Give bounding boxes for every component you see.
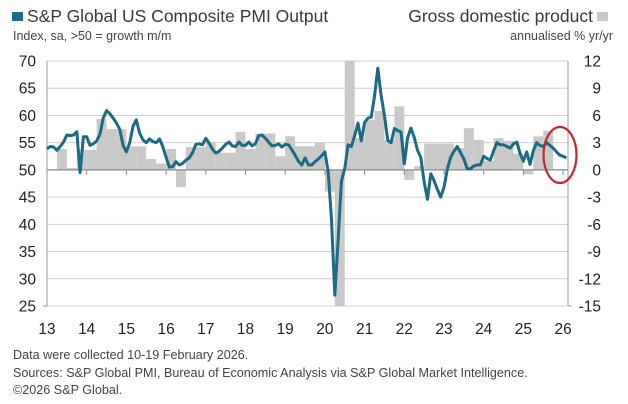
gdp-bar	[434, 143, 444, 170]
gdp-bar	[533, 136, 544, 170]
left-axis-tick-label: 55	[19, 135, 36, 152]
x-axis-tick-label: 17	[197, 321, 214, 338]
x-axis-tick-label: 26	[554, 321, 571, 338]
right-axis-tick-label: 0	[592, 162, 601, 179]
left-axis-tick-label: 50	[19, 162, 37, 179]
gdp-bar	[364, 119, 375, 170]
gdp-bar	[473, 139, 484, 170]
gdp-bar	[404, 169, 415, 180]
gdp-bar	[503, 140, 514, 170]
left-axis-tick-label: 40	[19, 217, 37, 234]
x-axis-tick-label: 14	[78, 321, 96, 338]
gdp-bar	[285, 136, 296, 170]
x-axis-tick-label: 16	[157, 321, 174, 338]
gdp-bar	[225, 152, 236, 170]
gdp-bar	[235, 131, 246, 170]
gdp-bar	[205, 141, 216, 170]
gdp-bar	[86, 149, 97, 170]
gdp-bar	[483, 160, 494, 170]
gdp-bar	[156, 163, 167, 170]
left-axis-tick-label: 65	[19, 81, 36, 98]
gdp-bar	[215, 152, 226, 170]
right-axis-tick-label: -12	[579, 271, 601, 288]
gdp-bar	[166, 149, 177, 170]
x-axis-tick-label: 20	[316, 321, 334, 338]
x-axis-tick-label: 18	[237, 321, 254, 338]
right-subtitle: annualised % yr/yr	[510, 29, 613, 43]
gdp-bar	[126, 146, 137, 170]
footer-copyright: ©2026 S&P Global.	[13, 383, 123, 397]
left-title: S&P Global US Composite PMI Output	[27, 6, 329, 26]
left-axis-tick-label: 25	[19, 299, 36, 316]
gdp-legend-swatch	[597, 12, 608, 21]
gdp-bar	[66, 168, 77, 170]
x-axis-tick-label: 25	[515, 321, 532, 338]
gdp-bar	[275, 156, 286, 170]
right-axis-tick-label: 12	[584, 54, 601, 71]
gdp-bar	[444, 143, 454, 170]
right-axis-tick-label: -9	[587, 244, 601, 261]
gdp-bar	[116, 129, 127, 170]
gdp-bar	[424, 143, 435, 170]
right-axis-tick-label: -3	[587, 190, 601, 207]
gdp-bar	[493, 138, 504, 170]
footer-collection-note: Data were collected 10-19 February 2026.	[13, 348, 249, 362]
gdp-bar	[344, 61, 355, 170]
x-axis-tick-label: 24	[475, 321, 493, 338]
footer-sources: Sources: S&P Global PMI, Bureau of Econo…	[13, 366, 528, 380]
gdp-bar	[414, 166, 425, 170]
right-axis-tick-label: 3	[592, 135, 601, 152]
left-axis-tick-label: 70	[19, 54, 37, 71]
gdp-bar	[265, 133, 276, 170]
right-axis-tick-label: -15	[579, 299, 601, 316]
gdp-bar	[245, 149, 256, 170]
right-axis-tick-label: 6	[592, 108, 601, 125]
gdp-bar	[195, 147, 206, 170]
gdp-bar	[176, 169, 186, 188]
left-subtitle: Index, sa, >50 = growth m/m	[13, 29, 172, 43]
gdp-bar	[384, 139, 395, 170]
gdp-bar	[96, 119, 107, 170]
highlight-ellipse	[542, 125, 578, 185]
gdp-bar	[136, 146, 147, 170]
gdp-bar	[354, 138, 365, 170]
gdp-bar	[374, 110, 385, 170]
left-axis-tick-label: 30	[19, 271, 37, 288]
x-axis-tick-label: 19	[277, 321, 294, 338]
gdp-bar	[543, 130, 554, 170]
left-axis-tick-label: 45	[19, 190, 36, 207]
gdp-bar	[146, 159, 157, 170]
right-title: Gross domestic product	[408, 6, 593, 26]
gdp-bar	[463, 128, 474, 170]
x-axis-tick-label: 22	[396, 321, 413, 338]
gdp-bar	[513, 153, 524, 170]
gdp-bar	[394, 106, 405, 170]
gdp-bar	[56, 149, 67, 170]
pmi-line	[46, 66, 568, 297]
x-axis-tick-label: 13	[38, 321, 55, 338]
left-axis-tick-label: 35	[19, 244, 36, 261]
left-axis-tick-label: 60	[19, 108, 37, 125]
right-axis-tick-label: 9	[592, 81, 601, 98]
gdp-bar	[305, 146, 315, 170]
gdp-bar	[255, 133, 266, 170]
gdp-bar	[523, 169, 534, 175]
right-axis-tick-label: -6	[587, 217, 601, 234]
pmi-legend-swatch	[12, 12, 23, 21]
gdp-bar	[185, 147, 196, 170]
x-axis-tick-label: 15	[118, 321, 135, 338]
gdp-bar	[334, 169, 345, 306]
gdp-bar	[106, 129, 117, 170]
x-axis-tick-label: 21	[356, 321, 373, 338]
gdp-bar	[453, 148, 464, 170]
x-axis-tick-label: 23	[435, 321, 452, 338]
gdp-bar	[295, 146, 306, 170]
